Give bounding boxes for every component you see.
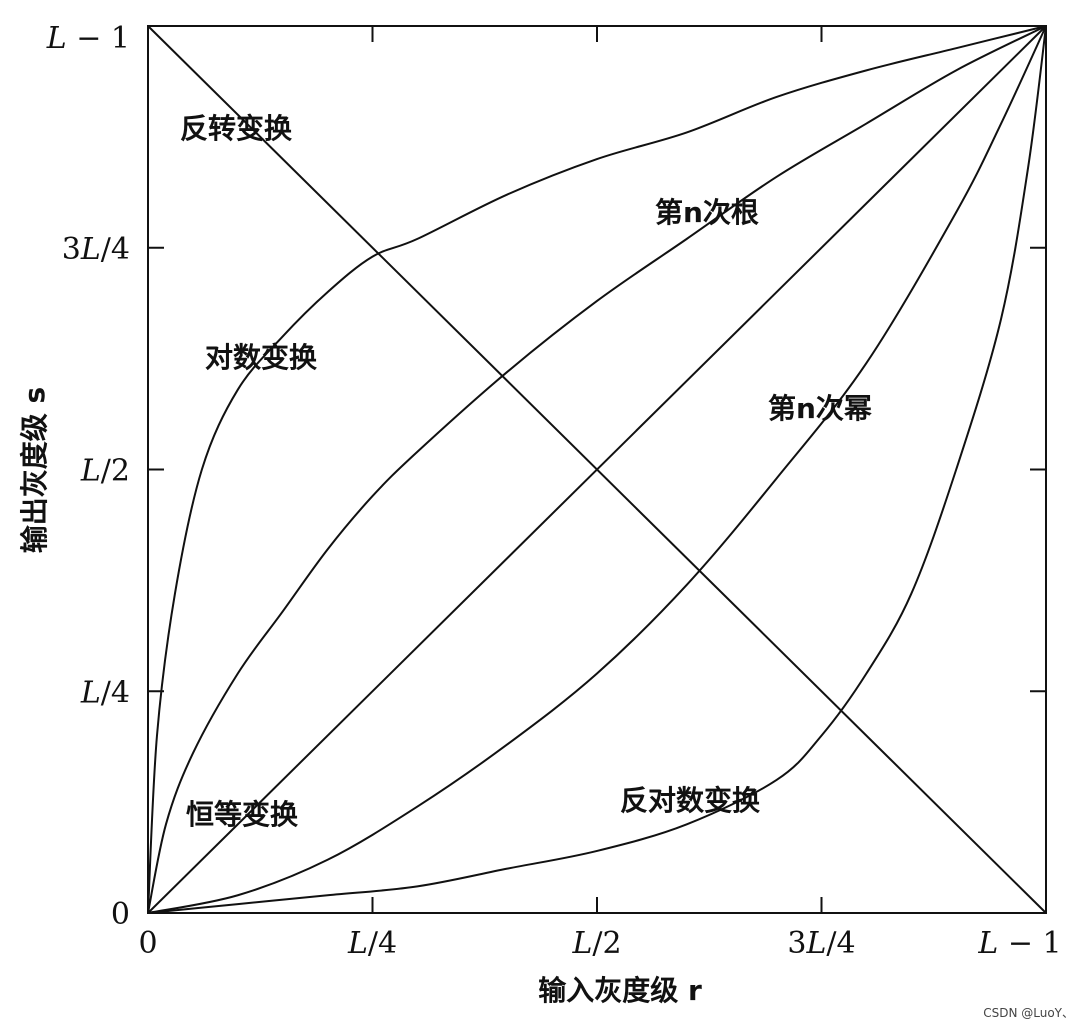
y-axis-title: 输出灰度级 s [18,387,51,553]
x-tick-label-2: L/2 [571,926,621,961]
ticks-layer [148,26,1046,913]
curves-layer [147,25,1047,914]
label-nth-root: 第n次根 [655,196,759,229]
label-negative-transform: 反转变换 [180,112,293,145]
series-line-2 [147,25,1047,914]
x-tick-label-3: 3L/4 [787,926,855,961]
y-tick-label-3: 3L/4 [62,232,130,267]
series-line-5 [147,25,1047,914]
y-tick-label-4: L − 1 [46,21,130,56]
label-nth-power: 第n次幂 [768,392,872,425]
label-inverse-log-transform: 反对数变换 [620,784,761,817]
x-tick-label-4: L − 1 [977,926,1061,961]
x-axis-title: 输入灰度级 r [538,974,702,1007]
watermark: CSDN @LuoY、 [983,1006,1074,1020]
y-tick-label-0: 0 [111,897,130,932]
series-line-1 [147,25,1047,914]
label-identity-transform: 恒等变换 [186,798,299,831]
y-tick-label-1: L/4 [80,675,130,710]
y-tick-label-2: L/2 [80,454,130,489]
tick-labels-layer: 0 L/4 L/2 3L/4 L − 1 0 L/4 L/2 3L/4 L − 1 [46,21,1062,961]
x-tick-label-1: L/4 [347,926,397,961]
label-log-transform: 对数变换 [205,341,318,374]
x-tick-label-0: 0 [138,926,157,961]
series-line-4 [147,25,1047,914]
series-line-3 [147,25,1047,914]
